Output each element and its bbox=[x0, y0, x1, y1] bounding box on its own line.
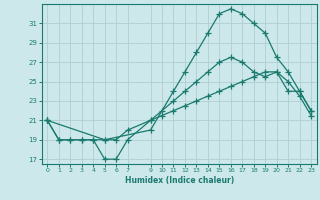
X-axis label: Humidex (Indice chaleur): Humidex (Indice chaleur) bbox=[124, 176, 234, 185]
